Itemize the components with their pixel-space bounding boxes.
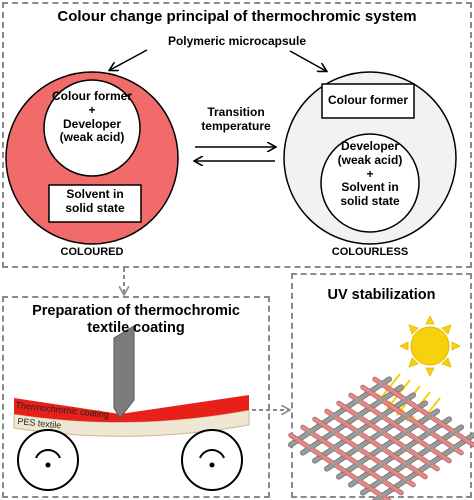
coloured-plus: + bbox=[88, 102, 96, 117]
mesh-crossing bbox=[375, 459, 389, 469]
colourless-capsule-inner bbox=[320, 133, 420, 233]
mesh-crossing bbox=[375, 491, 389, 500]
coloured-colour-former: Colour former bbox=[51, 89, 132, 103]
preparation-title-line-1: Preparation of thermochromic bbox=[32, 303, 240, 319]
mesh-crossing bbox=[423, 443, 437, 453]
uv-title: UV stabilization bbox=[327, 287, 436, 303]
mesh-crossing bbox=[375, 443, 389, 453]
colourless-solvent-2: solid state bbox=[340, 194, 400, 209]
mesh-crossing bbox=[351, 395, 365, 405]
solvent-line-1: Solvent in bbox=[66, 187, 124, 201]
microcapsule-label: Polymeric microcapsule bbox=[167, 34, 307, 48]
preparation-title: Preparation of thermochromic textile coa… bbox=[2, 303, 270, 336]
colourless-solvent-1: Solvent in bbox=[341, 180, 399, 195]
solvent-solid-box bbox=[48, 184, 142, 223]
mesh-crossing bbox=[447, 443, 461, 453]
mesh-crossing bbox=[423, 411, 437, 421]
mesh-weft-thread bbox=[361, 385, 463, 455]
colourless-inner-text: Developer (weak acid) + Solvent in solid… bbox=[322, 139, 418, 209]
transition-line-1: Transition bbox=[207, 105, 265, 119]
mesh-crossing bbox=[351, 427, 365, 437]
sun-icon bbox=[399, 315, 461, 377]
roller-right bbox=[181, 429, 243, 491]
colourless-state-label: COLOURLESS bbox=[331, 246, 409, 258]
mesh-weft-thread bbox=[289, 433, 391, 500]
coloured-capsule-inner bbox=[43, 79, 141, 177]
mesh-crossing bbox=[375, 411, 389, 421]
mesh-crossing bbox=[399, 427, 413, 437]
mesh-crossing bbox=[447, 427, 461, 437]
mesh-crossing bbox=[399, 475, 413, 485]
mesh-crossing bbox=[399, 443, 413, 453]
mesh-crossing bbox=[399, 395, 413, 405]
mesh-weft-thread bbox=[349, 393, 451, 463]
colourless-developer: Developer bbox=[340, 139, 400, 153]
mesh-crossing bbox=[423, 427, 437, 437]
colour-former-box bbox=[321, 83, 415, 119]
colourless-colour-former: Colour former bbox=[327, 93, 408, 107]
mesh-crossing bbox=[351, 443, 365, 453]
mesh-crossing bbox=[327, 459, 341, 469]
mesh-crossing bbox=[375, 427, 389, 437]
mesh-crossing bbox=[327, 443, 341, 453]
colourless-plus: + bbox=[366, 166, 374, 181]
mesh-crossing bbox=[375, 475, 389, 485]
microcapsule-arrow-left bbox=[110, 49, 148, 70]
thermochromic-coating-layer bbox=[14, 395, 249, 423]
mesh-crossing bbox=[327, 411, 341, 421]
coloured-solvent-text: Solvent in solid state bbox=[49, 187, 141, 216]
mesh-weft-thread bbox=[313, 417, 415, 487]
mesh-crossing bbox=[423, 459, 437, 469]
coloured-developer: Developer bbox=[62, 116, 122, 131]
microcapsule-arrow-right bbox=[289, 50, 326, 71]
top-panel-frame bbox=[2, 2, 472, 268]
mesh-weft-thread bbox=[301, 425, 403, 495]
woven-mesh bbox=[288, 376, 474, 500]
mesh-crossing bbox=[351, 459, 365, 469]
mesh-crossing bbox=[375, 395, 389, 405]
mesh-weft-thread bbox=[337, 401, 439, 471]
mesh-weft-thread bbox=[325, 409, 427, 479]
transition-line-2: temperature bbox=[201, 118, 271, 133]
transition-label: Transition temperature bbox=[190, 105, 282, 134]
roller-left bbox=[17, 429, 79, 491]
top-panel-title: Colour change principal of thermochromic… bbox=[57, 8, 417, 25]
mesh-crossing bbox=[399, 459, 413, 469]
mesh-crossing bbox=[327, 427, 341, 437]
mesh-crossing bbox=[303, 443, 317, 453]
mesh-weft-thread bbox=[373, 377, 474, 447]
coloured-weak-acid: (weak acid) bbox=[59, 130, 125, 145]
coloured-state-label: COLOURED bbox=[60, 246, 124, 258]
solvent-line-2: solid state bbox=[65, 200, 125, 215]
mesh-crossing bbox=[351, 411, 365, 421]
coloured-inner-text: Colour former + Developer (weak acid) bbox=[44, 89, 140, 145]
mesh-crossing bbox=[375, 379, 389, 389]
mesh-crossing bbox=[399, 411, 413, 421]
preparation-panel-frame bbox=[2, 296, 270, 498]
mesh-crossing bbox=[303, 427, 317, 437]
coating-blade bbox=[113, 325, 135, 419]
preparation-title-line-2: textile coating bbox=[87, 319, 185, 336]
mesh-crossing bbox=[351, 475, 365, 485]
colourless-weak-acid: (weak acid) bbox=[337, 152, 403, 167]
